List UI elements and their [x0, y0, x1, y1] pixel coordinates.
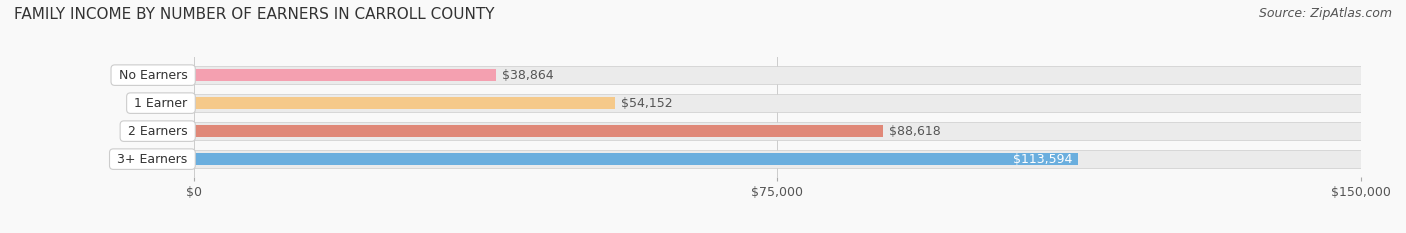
Bar	[194, 94, 1361, 112]
Text: 3+ Earners: 3+ Earners	[114, 153, 191, 166]
Text: $54,152: $54,152	[621, 97, 672, 110]
Text: Source: ZipAtlas.com: Source: ZipAtlas.com	[1258, 7, 1392, 20]
Text: $38,864: $38,864	[502, 69, 554, 82]
Bar	[194, 69, 496, 81]
Bar	[194, 66, 1361, 84]
Bar	[194, 151, 1361, 168]
Bar	[194, 153, 1078, 165]
Bar	[194, 125, 883, 137]
Bar	[194, 97, 616, 109]
Text: No Earners: No Earners	[115, 69, 191, 82]
Text: $113,594: $113,594	[1012, 153, 1071, 166]
Text: FAMILY INCOME BY NUMBER OF EARNERS IN CARROLL COUNTY: FAMILY INCOME BY NUMBER OF EARNERS IN CA…	[14, 7, 495, 22]
Bar	[194, 123, 1361, 140]
Text: 2 Earners: 2 Earners	[124, 125, 191, 138]
Text: 1 Earner: 1 Earner	[131, 97, 191, 110]
Text: $88,618: $88,618	[889, 125, 941, 138]
